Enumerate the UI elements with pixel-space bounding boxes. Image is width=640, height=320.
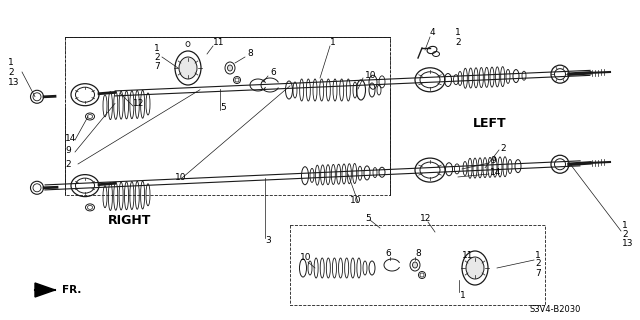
Text: 13: 13 — [622, 238, 634, 247]
Text: 5: 5 — [365, 213, 371, 222]
Text: 2: 2 — [455, 37, 461, 46]
Text: 5: 5 — [220, 102, 226, 111]
Text: LEFT: LEFT — [473, 116, 507, 130]
Text: 14: 14 — [65, 133, 76, 142]
Text: FR.: FR. — [62, 285, 81, 295]
Text: 1: 1 — [460, 291, 466, 300]
Text: 8: 8 — [415, 249, 420, 258]
Text: 1: 1 — [622, 220, 628, 229]
Text: 11: 11 — [213, 37, 225, 46]
Ellipse shape — [227, 65, 232, 71]
Ellipse shape — [466, 257, 484, 279]
Text: 12: 12 — [420, 213, 431, 222]
Text: 4: 4 — [430, 28, 436, 36]
Text: 6: 6 — [270, 68, 276, 76]
Text: 9: 9 — [65, 146, 71, 155]
Text: 9: 9 — [490, 156, 496, 164]
Text: 3: 3 — [265, 236, 271, 244]
Polygon shape — [35, 283, 55, 297]
Text: 1: 1 — [8, 58, 13, 67]
Text: S3V4-B2030: S3V4-B2030 — [530, 306, 581, 315]
Text: 8: 8 — [247, 49, 253, 58]
Text: 10: 10 — [350, 196, 362, 204]
Text: 1: 1 — [330, 37, 336, 46]
Text: 10: 10 — [300, 253, 312, 262]
Text: 1: 1 — [455, 28, 461, 36]
Text: 2: 2 — [65, 159, 70, 169]
Text: 1: 1 — [154, 44, 160, 52]
Text: 7: 7 — [154, 61, 160, 70]
Text: 14: 14 — [490, 167, 501, 177]
Text: 7: 7 — [535, 268, 541, 277]
Text: 2: 2 — [500, 143, 506, 153]
Ellipse shape — [179, 57, 197, 79]
Text: RIGHT: RIGHT — [108, 213, 152, 227]
Text: 13: 13 — [8, 77, 19, 86]
Text: 10: 10 — [365, 70, 376, 79]
Text: 2: 2 — [8, 68, 13, 76]
Text: 12: 12 — [133, 99, 145, 108]
Ellipse shape — [413, 262, 417, 268]
Text: 11: 11 — [462, 251, 474, 260]
Text: 2: 2 — [622, 229, 628, 238]
Text: 6: 6 — [385, 249, 391, 258]
Text: 2: 2 — [154, 52, 160, 61]
Text: 2: 2 — [535, 260, 541, 268]
Text: 1: 1 — [535, 251, 541, 260]
Text: 10: 10 — [175, 172, 186, 181]
